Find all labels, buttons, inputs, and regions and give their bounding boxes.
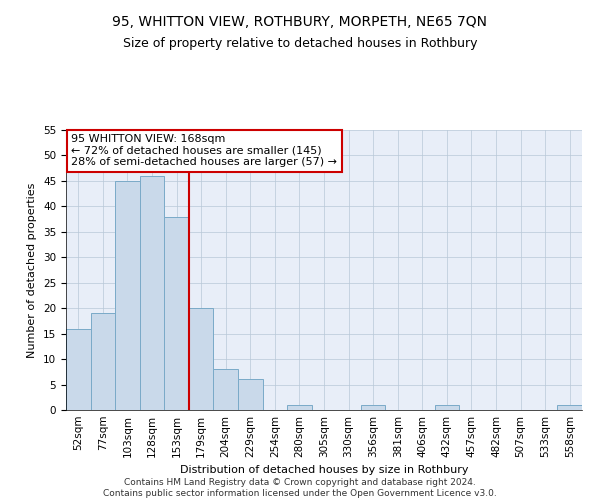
Bar bbox=[238, 380, 263, 410]
Bar bbox=[140, 176, 164, 410]
Bar bbox=[91, 314, 115, 410]
Y-axis label: Number of detached properties: Number of detached properties bbox=[28, 182, 37, 358]
Bar bbox=[287, 405, 312, 410]
Bar bbox=[66, 328, 91, 410]
Text: 95 WHITTON VIEW: 168sqm
← 72% of detached houses are smaller (145)
28% of semi-d: 95 WHITTON VIEW: 168sqm ← 72% of detache… bbox=[71, 134, 337, 168]
Text: Size of property relative to detached houses in Rothbury: Size of property relative to detached ho… bbox=[123, 38, 477, 51]
Bar bbox=[189, 308, 214, 410]
Bar bbox=[115, 181, 140, 410]
Bar bbox=[164, 216, 189, 410]
Text: 95, WHITTON VIEW, ROTHBURY, MORPETH, NE65 7QN: 95, WHITTON VIEW, ROTHBURY, MORPETH, NE6… bbox=[113, 15, 487, 29]
Bar bbox=[557, 405, 582, 410]
Bar bbox=[361, 405, 385, 410]
X-axis label: Distribution of detached houses by size in Rothbury: Distribution of detached houses by size … bbox=[180, 466, 468, 475]
Bar bbox=[434, 405, 459, 410]
Text: Contains HM Land Registry data © Crown copyright and database right 2024.
Contai: Contains HM Land Registry data © Crown c… bbox=[103, 478, 497, 498]
Bar bbox=[214, 370, 238, 410]
